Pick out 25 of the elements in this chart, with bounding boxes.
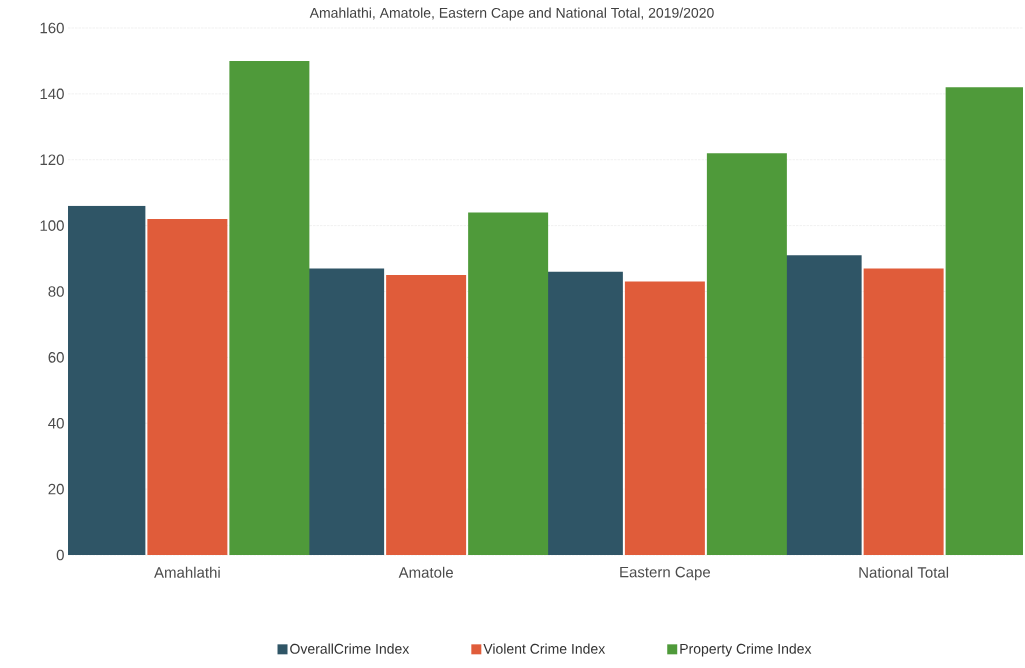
bar bbox=[706, 153, 787, 555]
x-tick-label: National Total bbox=[859, 566, 949, 578]
y-tick-label: 140 bbox=[40, 88, 64, 100]
legend-label: OverallCrime Index bbox=[290, 643, 410, 654]
y-tick-label: 80 bbox=[48, 286, 64, 297]
bar bbox=[229, 60, 310, 555]
legend-label: Violent Crime Index bbox=[483, 643, 606, 654]
y-tick-label: 20 bbox=[48, 483, 64, 495]
bar bbox=[945, 87, 1024, 555]
x-tick-label: Amatole bbox=[398, 566, 453, 578]
bar bbox=[147, 219, 228, 555]
y-tick-label: 100 bbox=[40, 220, 64, 231]
y-tick-label: 40 bbox=[48, 417, 64, 429]
y-tick-label: 120 bbox=[40, 154, 64, 166]
chart-title: Amahlathi, Amatole, Eastern Cape and National Total, 2019/2020 bbox=[309, 7, 714, 21]
bar bbox=[468, 212, 549, 555]
y-tick-label: 0 bbox=[56, 549, 64, 561]
bar bbox=[624, 281, 705, 555]
legend-label: Property Crime Index bbox=[680, 643, 812, 657]
y-tick-label: 160 bbox=[40, 22, 64, 34]
x-tick-label: Eastern Cape bbox=[620, 566, 711, 581]
y-tick-label: 60 bbox=[48, 352, 64, 363]
bar bbox=[863, 268, 944, 555]
x-tick-label: Amahlathi bbox=[154, 566, 220, 578]
bar bbox=[386, 275, 467, 555]
